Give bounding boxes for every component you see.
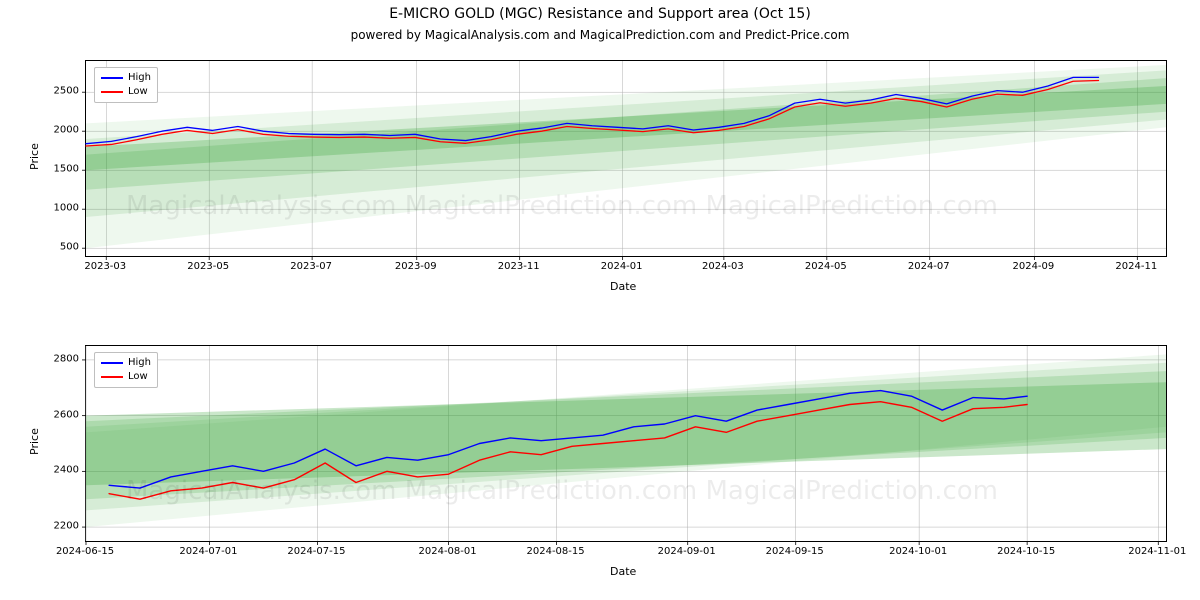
y-tick-label: 2500 xyxy=(45,86,79,97)
figure: E-MICRO GOLD (MGC) Resistance and Suppor… xyxy=(0,0,1200,600)
x-tick-label: 2024-05 xyxy=(805,261,847,272)
x-tick-label: 2024-11-01 xyxy=(1128,546,1186,557)
top-chart-axes: High Low MagicalAnalysis.com MagicalPred… xyxy=(85,60,1167,257)
legend-label: Low xyxy=(128,370,148,384)
legend-item-high: High xyxy=(101,71,151,85)
x-tick-label: 2024-07-01 xyxy=(179,546,237,557)
x-tick-label: 2023-03 xyxy=(84,261,126,272)
y-tick-label: 500 xyxy=(45,242,79,253)
x-tick-label: 2024-07 xyxy=(908,261,950,272)
legend-item-high: High xyxy=(101,356,151,370)
x-tick-label: 2024-03 xyxy=(702,261,744,272)
x-tick-label: 2024-01 xyxy=(601,261,643,272)
legend-swatch xyxy=(101,91,123,93)
legend-label: High xyxy=(128,356,151,370)
legend-swatch xyxy=(101,376,123,378)
y-tick-label: 2600 xyxy=(45,409,79,420)
y-axis-label: Price xyxy=(28,428,41,455)
x-tick-label: 2024-09-15 xyxy=(766,546,824,557)
x-tick-label: 2024-09-01 xyxy=(658,546,716,557)
x-tick-label: 2023-09 xyxy=(395,261,437,272)
legend-item-low: Low xyxy=(101,370,151,384)
y-axis-label: Price xyxy=(28,143,41,170)
chart-subtitle: powered by MagicalAnalysis.com and Magic… xyxy=(0,28,1200,42)
y-tick-label: 2000 xyxy=(45,125,79,136)
legend: High Low xyxy=(94,67,158,103)
x-tick-label: 2024-11 xyxy=(1115,261,1157,272)
bottom-chart-svg xyxy=(86,346,1166,541)
y-tick-label: 1500 xyxy=(45,164,79,175)
legend-swatch xyxy=(101,77,123,79)
x-tick-label: 2024-07-15 xyxy=(287,546,345,557)
legend: High Low xyxy=(94,352,158,388)
top-chart-svg xyxy=(86,61,1166,256)
bottom-chart-axes: High Low MagicalAnalysis.com MagicalPred… xyxy=(85,345,1167,542)
legend-swatch xyxy=(101,362,123,364)
chart-title: E-MICRO GOLD (MGC) Resistance and Suppor… xyxy=(0,6,1200,22)
x-tick-label: 2024-10-15 xyxy=(997,546,1055,557)
x-axis-label: Date xyxy=(610,565,636,578)
x-tick-label: 2023-05 xyxy=(187,261,229,272)
y-tick-label: 2200 xyxy=(45,521,79,532)
y-tick-label: 2400 xyxy=(45,465,79,476)
x-tick-label: 2024-06-15 xyxy=(56,546,114,557)
legend-label: High xyxy=(128,71,151,85)
y-tick-label: 1000 xyxy=(45,203,79,214)
legend-item-low: Low xyxy=(101,85,151,99)
x-tick-label: 2023-11 xyxy=(498,261,540,272)
x-tick-label: 2024-08-15 xyxy=(527,546,585,557)
legend-label: Low xyxy=(128,85,148,99)
y-tick-label: 2800 xyxy=(45,353,79,364)
x-tick-label: 2023-07 xyxy=(290,261,332,272)
x-tick-label: 2024-08-01 xyxy=(419,546,477,557)
x-axis-label: Date xyxy=(610,280,636,293)
x-tick-label: 2024-09 xyxy=(1012,261,1054,272)
x-tick-label: 2024-10-01 xyxy=(889,546,947,557)
